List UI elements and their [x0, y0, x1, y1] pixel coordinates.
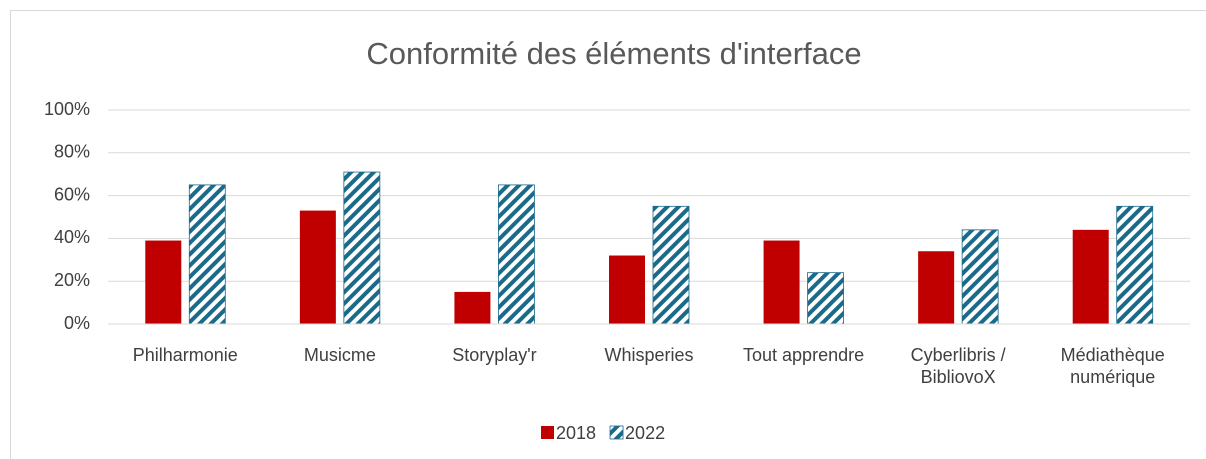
y-tick-label: 80% — [54, 142, 90, 162]
y-tick-label: 100% — [44, 99, 90, 119]
bar — [1072, 229, 1109, 324]
y-tick-label: 20% — [54, 270, 90, 290]
legend-swatch — [541, 426, 554, 439]
bar — [807, 272, 844, 325]
chart-border — [10, 10, 1206, 459]
bar — [609, 255, 645, 324]
x-tick-label: Médiathèque numérique — [1060, 345, 1165, 387]
x-tick-label: Storyplay'r — [452, 345, 537, 365]
bar — [763, 240, 800, 324]
bar — [188, 184, 226, 325]
x-tick-label: Whisperies — [604, 345, 694, 365]
bar — [918, 251, 955, 324]
y-tick-label: 60% — [54, 184, 90, 204]
chart-title: Conformité des éléments d'interface — [366, 36, 861, 71]
bar — [343, 171, 381, 325]
bar — [961, 229, 999, 325]
x-tick-label: Philharmonie — [132, 345, 238, 365]
x-tick-label: Tout apprendre — [743, 345, 865, 365]
bar — [299, 210, 336, 324]
y-tick-label: 40% — [54, 227, 90, 247]
x-tick-label: Cyberlibris / BibliovoX — [910, 345, 1006, 387]
legend-label: 2018 — [556, 423, 596, 443]
bar — [454, 291, 491, 324]
bar — [145, 240, 182, 324]
legend-label: 2022 — [625, 423, 665, 443]
bar — [1116, 205, 1154, 325]
y-tick-label: 0% — [64, 313, 90, 333]
legend-swatch — [609, 425, 624, 440]
bar — [498, 184, 535, 325]
bar — [652, 205, 690, 325]
x-tick-label: Musicme — [303, 345, 376, 365]
